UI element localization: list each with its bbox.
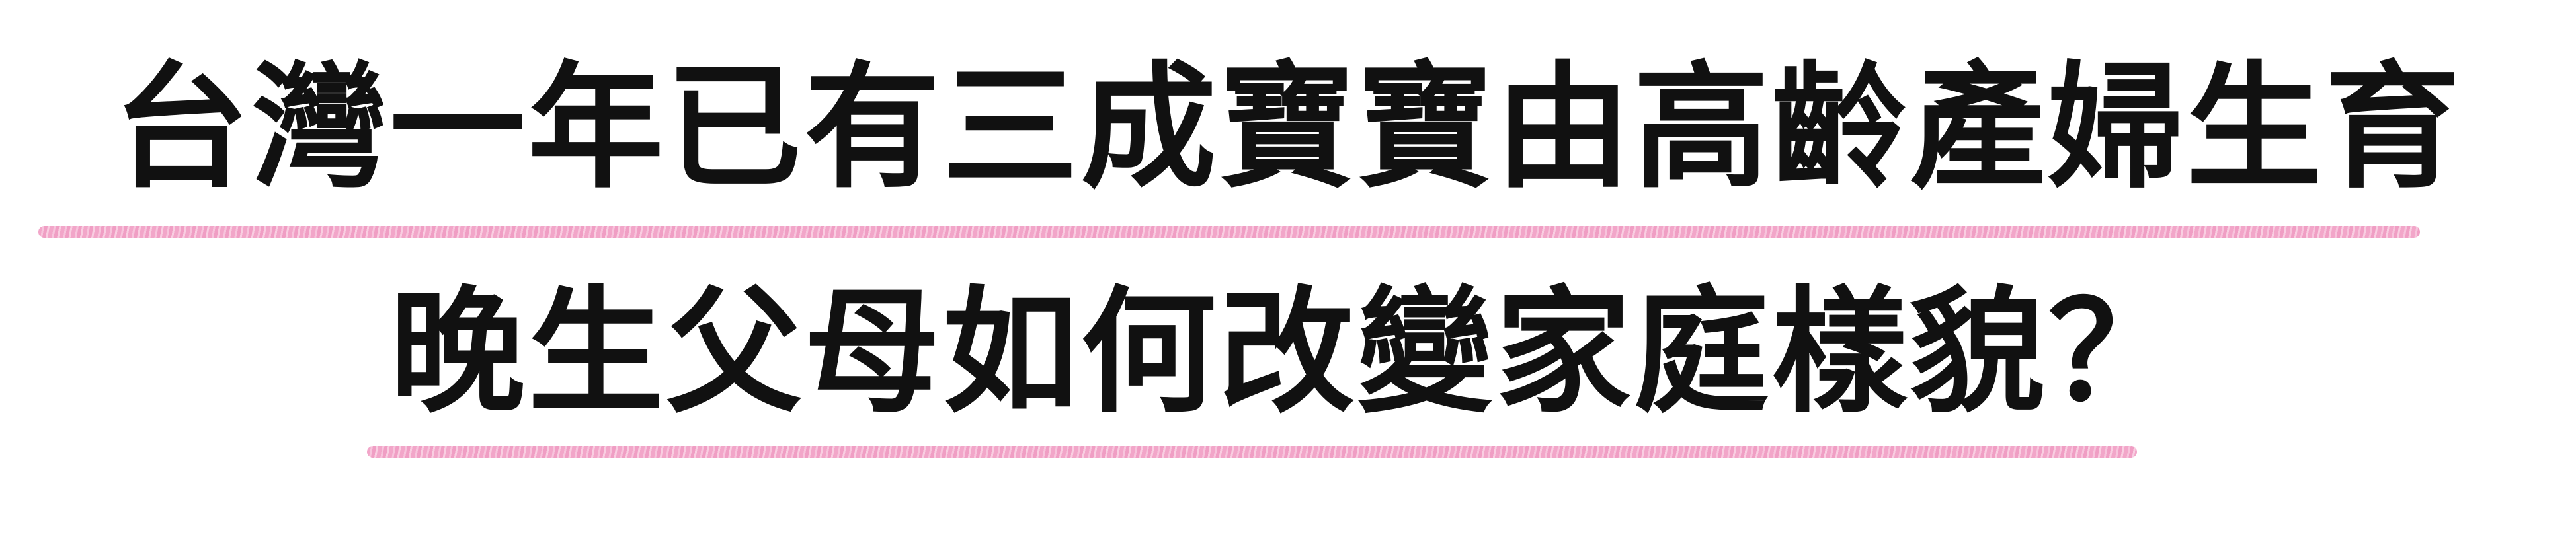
- pink-underline-2: [367, 446, 2137, 458]
- headline-line-1: 台灣一年已有三成寶寶由高齡產婦生育: [113, 50, 2463, 207]
- pink-underline-1: [38, 226, 2420, 238]
- headline-line-2: 晚生父母如何改變家庭樣貌？: [389, 274, 2187, 431]
